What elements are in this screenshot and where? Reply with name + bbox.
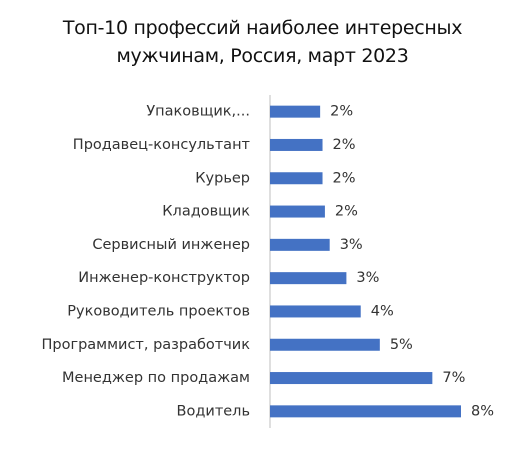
bar	[270, 305, 361, 318]
value-label: 7%	[442, 370, 465, 386]
bar	[270, 172, 323, 185]
bar	[270, 105, 321, 118]
value-label: 3%	[356, 270, 379, 286]
category-label: Кладовщик	[162, 204, 250, 220]
value-label: 2%	[330, 104, 353, 120]
category-label: Водитель	[177, 403, 250, 419]
value-label: 2%	[333, 137, 356, 153]
bar	[270, 205, 325, 218]
category-label: Менеджер по продажам	[62, 370, 250, 386]
category-label: Инженер-конструктор	[78, 270, 250, 286]
category-label: Руководитель проектов	[67, 303, 250, 319]
category-label: Продавец-консультант	[73, 137, 251, 153]
bar	[270, 338, 380, 351]
value-label: 2%	[333, 170, 356, 186]
bar	[270, 372, 433, 385]
bar	[270, 138, 323, 151]
value-label: 4%	[371, 303, 394, 319]
bar	[270, 238, 330, 251]
bar	[270, 405, 461, 418]
category-label: Упаковщик,...	[146, 104, 250, 120]
category-label: Курьер	[195, 170, 250, 186]
value-label: 2%	[335, 204, 358, 220]
value-label: 3%	[340, 237, 363, 253]
bar	[270, 272, 347, 285]
value-label: 8%	[471, 403, 494, 419]
category-label: Сервисный инженер	[92, 237, 250, 253]
category-label: Программист, разработчик	[41, 337, 250, 353]
chart-title: Топ-10 профессий наиболее интересных муж…	[62, 17, 463, 67]
value-label: 5%	[390, 337, 413, 353]
